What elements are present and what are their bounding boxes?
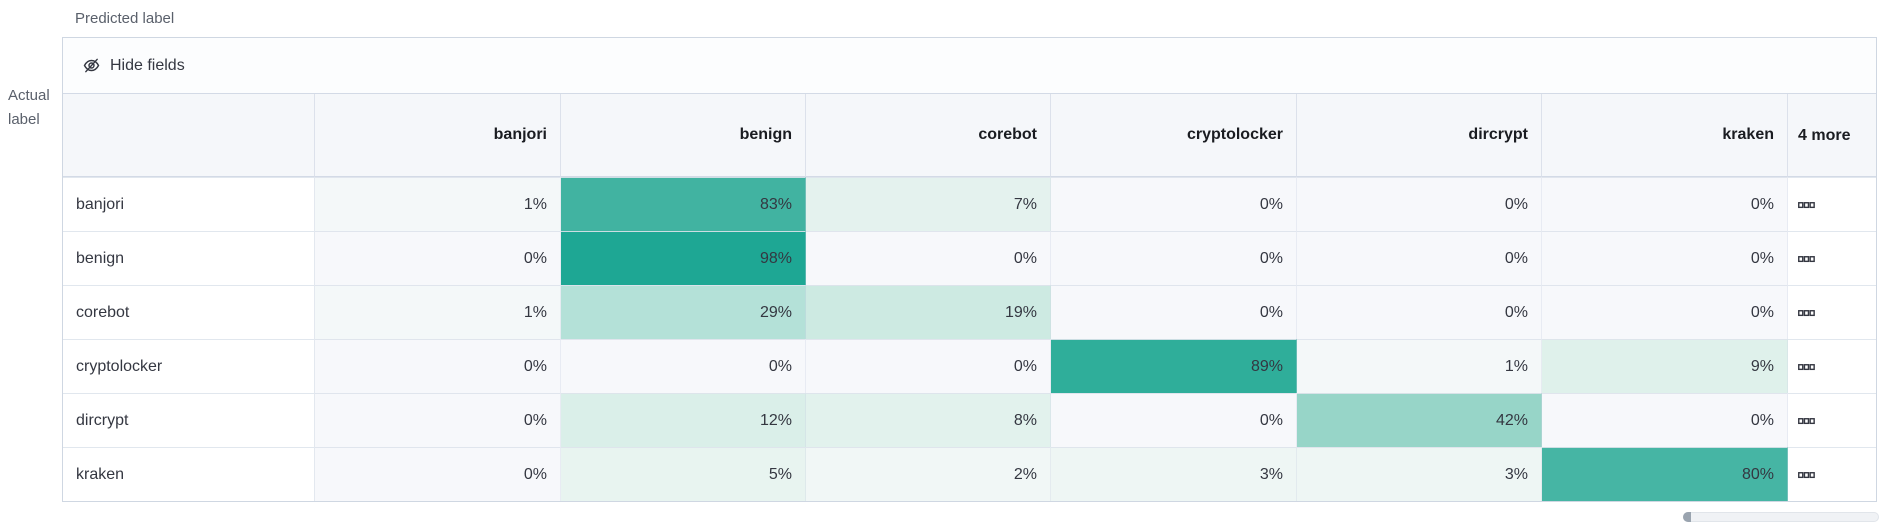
matrix-cell-corebot-corebot[interactable]: 19% (806, 285, 1051, 339)
matrix-cell-cryptolocker-kraken[interactable]: 9% (1542, 339, 1788, 393)
boxes-horizontal-icon (1798, 250, 1815, 268)
matrix-cell-kraken-benign[interactable]: 5% (561, 447, 806, 501)
more-columns-button-cryptolocker[interactable] (1788, 339, 1876, 393)
eye-closed-icon (82, 56, 101, 75)
matrix-cell-dircrypt-benign[interactable]: 12% (561, 393, 806, 447)
matrix-cell-benign-corebot[interactable]: 0% (806, 231, 1051, 285)
row-label-dircrypt: dircrypt (63, 393, 315, 447)
matrix-cell-kraken-banjori[interactable]: 0% (315, 447, 561, 501)
matrix-cell-dircrypt-corebot[interactable]: 8% (806, 393, 1051, 447)
confusion-matrix-grid: banjori benign corebot cryptolocker dircrypt… (63, 94, 1876, 501)
matrix-cell-banjori-banjori[interactable]: 1% (315, 177, 561, 231)
matrix-cell-banjori-cryptolocker[interactable]: 0% (1051, 177, 1297, 231)
more-columns-button-corebot[interactable] (1788, 285, 1876, 339)
hide-fields-label: Hide fields (110, 56, 185, 74)
more-columns-button-banjori[interactable] (1788, 177, 1876, 231)
matrix-cell-benign-cryptolocker[interactable]: 0% (1051, 231, 1297, 285)
matrix-cell-kraken-corebot[interactable]: 2% (806, 447, 1051, 501)
matrix-cell-benign-kraken[interactable]: 0% (1542, 231, 1788, 285)
matrix-cell-banjori-dircrypt[interactable]: 0% (1297, 177, 1542, 231)
hide-fields-button[interactable]: Hide fields (63, 38, 1876, 94)
boxes-horizontal-icon (1798, 304, 1815, 322)
column-header-dircrypt[interactable]: dircrypt (1297, 94, 1542, 177)
matrix-cell-corebot-banjori[interactable]: 1% (315, 285, 561, 339)
matrix-cell-corebot-dircrypt[interactable]: 0% (1297, 285, 1542, 339)
column-header-corebot[interactable]: corebot (806, 94, 1051, 177)
column-header-benign[interactable]: benign (561, 94, 806, 177)
matrix-cell-cryptolocker-dircrypt[interactable]: 1% (1297, 339, 1542, 393)
more-columns-button-benign[interactable] (1788, 231, 1876, 285)
matrix-cell-benign-banjori[interactable]: 0% (315, 231, 561, 285)
row-label-benign: benign (63, 231, 315, 285)
matrix-cell-corebot-kraken[interactable]: 0% (1542, 285, 1788, 339)
row-label-kraken: kraken (63, 447, 315, 501)
matrix-cell-benign-benign[interactable]: 98% (561, 231, 806, 285)
column-header-banjori[interactable]: banjori (315, 94, 561, 177)
matrix-cell-kraken-dircrypt[interactable]: 3% (1297, 447, 1542, 501)
matrix-cell-dircrypt-kraken[interactable]: 0% (1542, 393, 1788, 447)
matrix-cell-dircrypt-dircrypt[interactable]: 42% (1297, 393, 1542, 447)
boxes-horizontal-icon (1798, 412, 1815, 430)
matrix-cell-banjori-corebot[interactable]: 7% (806, 177, 1051, 231)
confusion-matrix-panel: Hide fields banjori benign corebot cryptolo… (62, 37, 1877, 502)
horizontal-scrollbar[interactable] (1683, 512, 1879, 522)
matrix-cell-corebot-cryptolocker[interactable]: 0% (1051, 285, 1297, 339)
more-columns-button-kraken[interactable] (1788, 447, 1876, 501)
actual-axis-label: Actual label (8, 87, 50, 128)
matrix-cell-dircrypt-cryptolocker[interactable]: 0% (1051, 393, 1297, 447)
scrollbar-thumb[interactable] (1683, 512, 1691, 522)
matrix-cell-cryptolocker-benign[interactable]: 0% (561, 339, 806, 393)
matrix-corner-cell (63, 94, 315, 177)
boxes-horizontal-icon (1798, 196, 1815, 214)
matrix-cell-kraken-kraken[interactable]: 80% (1542, 447, 1788, 501)
predicted-axis-label: Predicted label (75, 10, 175, 27)
boxes-horizontal-icon (1798, 358, 1815, 376)
row-label-corebot: corebot (63, 285, 315, 339)
column-header-kraken[interactable]: kraken (1542, 94, 1788, 177)
matrix-cell-cryptolocker-banjori[interactable]: 0% (315, 339, 561, 393)
matrix-cell-corebot-benign[interactable]: 29% (561, 285, 806, 339)
boxes-horizontal-icon (1798, 466, 1815, 484)
more-columns-header[interactable]: 4 more (1788, 94, 1876, 177)
row-label-banjori: banjori (63, 177, 315, 231)
matrix-cell-benign-dircrypt[interactable]: 0% (1297, 231, 1542, 285)
matrix-cell-cryptolocker-cryptolocker[interactable]: 89% (1051, 339, 1297, 393)
matrix-cell-dircrypt-banjori[interactable]: 0% (315, 393, 561, 447)
matrix-cell-cryptolocker-corebot[interactable]: 0% (806, 339, 1051, 393)
more-columns-button-dircrypt[interactable] (1788, 393, 1876, 447)
matrix-cell-banjori-kraken[interactable]: 0% (1542, 177, 1788, 231)
row-label-cryptolocker: cryptolocker (63, 339, 315, 393)
matrix-cell-banjori-benign[interactable]: 83% (561, 177, 806, 231)
matrix-cell-kraken-cryptolocker[interactable]: 3% (1051, 447, 1297, 501)
column-header-cryptolocker[interactable]: cryptolocker (1051, 94, 1297, 177)
